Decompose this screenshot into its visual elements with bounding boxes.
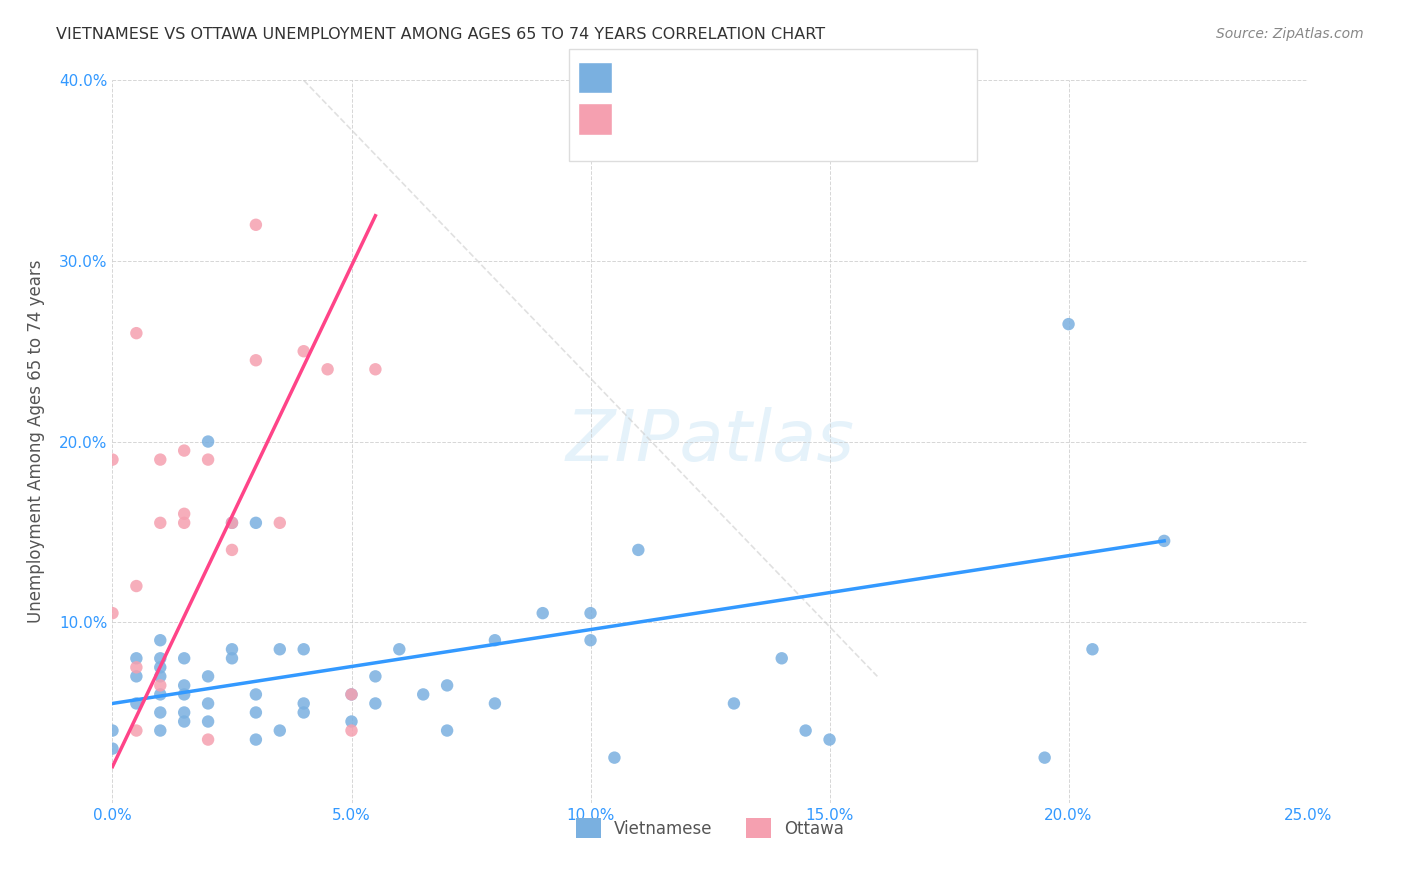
- Point: [221, 642, 243, 657]
- Point: [723, 697, 745, 711]
- Point: [197, 697, 219, 711]
- Point: [436, 678, 458, 692]
- Point: [627, 542, 650, 557]
- Point: [149, 452, 172, 467]
- Point: [364, 697, 387, 711]
- Point: [1057, 317, 1080, 331]
- Point: [412, 687, 434, 701]
- Point: [149, 651, 172, 665]
- Point: [388, 642, 411, 657]
- Point: [149, 687, 172, 701]
- Point: [197, 669, 219, 683]
- Point: [149, 660, 172, 674]
- Point: [794, 723, 817, 738]
- Point: [269, 642, 291, 657]
- Text: ZIPatlas: ZIPatlas: [565, 407, 855, 476]
- Point: [818, 732, 841, 747]
- Point: [531, 606, 554, 620]
- Point: [197, 714, 219, 729]
- Text: R = 0.624: R = 0.624: [591, 116, 681, 134]
- Point: [1153, 533, 1175, 548]
- Point: [245, 687, 267, 701]
- Point: [292, 344, 315, 359]
- Point: [316, 362, 339, 376]
- Text: N = 56: N = 56: [710, 71, 773, 89]
- Text: R = 0.303: R = 0.303: [591, 71, 681, 89]
- Point: [173, 443, 195, 458]
- Point: [364, 362, 387, 376]
- Point: [173, 687, 195, 701]
- Point: [245, 732, 267, 747]
- Point: [101, 452, 124, 467]
- Point: [221, 542, 243, 557]
- Legend: Vietnamese, Ottawa: Vietnamese, Ottawa: [569, 812, 851, 845]
- Point: [173, 714, 195, 729]
- Point: [149, 706, 172, 720]
- Point: [221, 516, 243, 530]
- Point: [197, 732, 219, 747]
- Point: [292, 697, 315, 711]
- Point: [245, 218, 267, 232]
- Text: N = 24: N = 24: [710, 116, 773, 134]
- Point: [292, 642, 315, 657]
- Point: [579, 606, 602, 620]
- Point: [1033, 750, 1056, 764]
- Point: [125, 697, 148, 711]
- Point: [1081, 642, 1104, 657]
- Point: [173, 651, 195, 665]
- Point: [125, 669, 148, 683]
- Point: [125, 651, 148, 665]
- Point: [149, 669, 172, 683]
- Point: [436, 723, 458, 738]
- Point: [484, 633, 506, 648]
- Point: [579, 633, 602, 648]
- Point: [221, 516, 243, 530]
- Point: [245, 516, 267, 530]
- Text: VIETNAMESE VS OTTAWA UNEMPLOYMENT AMONG AGES 65 TO 74 YEARS CORRELATION CHART: VIETNAMESE VS OTTAWA UNEMPLOYMENT AMONG …: [56, 27, 825, 42]
- Point: [125, 326, 148, 340]
- Point: [340, 687, 363, 701]
- Point: [125, 723, 148, 738]
- Point: [340, 714, 363, 729]
- Point: [221, 651, 243, 665]
- Point: [484, 697, 506, 711]
- Point: [269, 723, 291, 738]
- Point: [149, 678, 172, 692]
- Point: [340, 687, 363, 701]
- Point: [101, 723, 124, 738]
- Point: [340, 723, 363, 738]
- Point: [149, 516, 172, 530]
- Point: [197, 434, 219, 449]
- Point: [173, 507, 195, 521]
- Point: [269, 516, 291, 530]
- Point: [292, 706, 315, 720]
- Point: [173, 706, 195, 720]
- Text: Source: ZipAtlas.com: Source: ZipAtlas.com: [1216, 27, 1364, 41]
- Point: [173, 678, 195, 692]
- Point: [101, 741, 124, 756]
- Y-axis label: Unemployment Among Ages 65 to 74 years: Unemployment Among Ages 65 to 74 years: [27, 260, 45, 624]
- Point: [101, 606, 124, 620]
- Point: [770, 651, 793, 665]
- Point: [149, 723, 172, 738]
- Point: [149, 633, 172, 648]
- Point: [245, 353, 267, 368]
- Point: [245, 706, 267, 720]
- Point: [364, 669, 387, 683]
- Point: [603, 750, 626, 764]
- Point: [125, 660, 148, 674]
- Point: [125, 579, 148, 593]
- Point: [173, 516, 195, 530]
- Point: [197, 452, 219, 467]
